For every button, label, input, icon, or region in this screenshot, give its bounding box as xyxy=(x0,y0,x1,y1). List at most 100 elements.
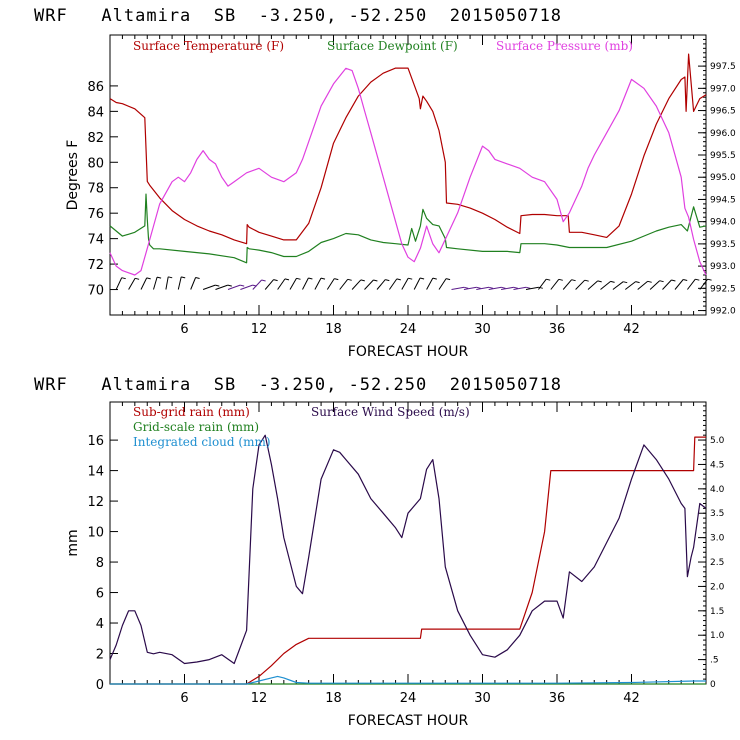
top-panel: WRF Altamira SB -3.250, -52.250 20150507… xyxy=(34,6,736,360)
wind-barb-flag xyxy=(320,277,326,280)
wind-barb xyxy=(637,280,649,290)
top-x-tick-label: 42 xyxy=(623,322,640,337)
legend-surface-pressure: Surface Pressure (mb) xyxy=(496,39,633,53)
wind-barb-flag xyxy=(464,286,469,289)
wind-barb-flag xyxy=(419,277,425,280)
bottom-x-tick-label: 6 xyxy=(180,691,188,706)
wind-barb-flag xyxy=(360,279,365,282)
wind-barb-flag xyxy=(168,276,173,279)
wind-barb-flag xyxy=(584,279,589,282)
top-y-tick-label: 80 xyxy=(87,156,104,171)
wind-barb xyxy=(426,277,434,290)
wind-barb xyxy=(326,278,335,290)
bottom-x-tick-label: 42 xyxy=(623,691,640,706)
wind-barb-flag xyxy=(526,286,531,289)
wind-barb-flag xyxy=(296,277,301,280)
bottom-series-sub-grid-rain xyxy=(110,436,706,685)
bottom-y-tick-label: 0 xyxy=(96,678,104,693)
wind-barb xyxy=(128,278,136,290)
wind-barb xyxy=(177,276,182,290)
wind-barb-flag xyxy=(558,278,563,281)
wind-barb-flag xyxy=(610,280,615,283)
top-y-tick-label: 76 xyxy=(87,207,104,222)
wind-barb xyxy=(687,278,696,290)
bottom-y2-tick-label: 5.0 xyxy=(710,436,725,446)
wind-barb-flag xyxy=(308,277,313,280)
bottom-x-tick-label: 12 xyxy=(251,691,268,706)
top-x-tick-label: 24 xyxy=(400,322,417,337)
wind-barb-flag xyxy=(284,278,290,281)
top-legend: Surface Temperature (F) Surface Dewpoint… xyxy=(133,39,633,53)
wind-barb xyxy=(401,277,409,290)
wind-barb xyxy=(476,286,490,290)
wind-barb xyxy=(165,276,169,290)
top-x-tick-label: 36 xyxy=(549,322,566,337)
bottom-y2-tick-label: 4.5 xyxy=(710,460,724,470)
wind-barb-flag xyxy=(215,284,220,287)
bottom-x-tick-label: 18 xyxy=(325,691,342,706)
wind-barb xyxy=(624,281,636,290)
wind-barb-flag xyxy=(623,281,628,284)
top-chart-title: WRF Altamira SB -3.250, -52.250 20150507… xyxy=(34,6,562,26)
top-y-tick-label: 78 xyxy=(87,182,104,197)
wind-barb-flag xyxy=(334,278,339,281)
wind-barb-flag xyxy=(488,286,494,289)
wind-barb xyxy=(501,286,514,290)
legend-surface-temperature: Surface Temperature (F) xyxy=(133,39,284,53)
top-series-lines xyxy=(109,53,707,276)
top-y2-tick-label: 995.0 xyxy=(710,173,736,183)
top-axis-ticks: 6 12 18 24 30 36 42 70 72 74 76 78 80 82 84 86 992.0 992.… xyxy=(87,35,736,337)
wind-barb xyxy=(240,284,253,290)
bottom-y2-tick-label: .5 xyxy=(710,656,719,666)
bottom-y2-tick-label: 4.0 xyxy=(710,485,725,495)
wind-barb xyxy=(388,278,398,290)
wind-barb-flag xyxy=(432,277,437,280)
wind-barb-flag xyxy=(181,276,186,279)
wind-barb-flag xyxy=(571,279,576,282)
bottom-y-tick-label: 6 xyxy=(96,587,104,602)
top-y2-tick-label: 995.5 xyxy=(710,151,736,161)
wind-barb xyxy=(153,276,158,290)
legend-surface-wind-speed: Surface Wind Speed (m/s) xyxy=(311,405,470,419)
wind-barb-flag xyxy=(261,279,266,282)
wind-barb xyxy=(612,281,624,290)
legend-integrated-cloud: Integrated cloud (mm) xyxy=(133,435,271,449)
wind-barb-flag xyxy=(695,278,700,281)
wind-barb xyxy=(562,279,572,290)
top-x-tick-label: 30 xyxy=(474,322,491,337)
wind-barb-flag xyxy=(385,279,390,282)
wind-barb xyxy=(140,277,148,290)
wind-barb-flag xyxy=(134,277,140,280)
legend-subgrid-rain: Sub-grid rain (mm) xyxy=(133,405,250,419)
wind-barb xyxy=(376,279,386,290)
bottom-y2-tick-label: 1.0 xyxy=(710,631,725,641)
top-y-tick-label: 84 xyxy=(87,105,104,120)
top-y-axis-label: Degrees F xyxy=(65,140,81,211)
top-y2-tick-label: 993.5 xyxy=(710,240,736,250)
wind-barb xyxy=(252,279,262,290)
wind-barb-flag xyxy=(476,286,481,289)
bottom-y-axis-label: mm xyxy=(65,529,81,556)
wind-barb-flag xyxy=(546,278,551,281)
wind-barb-flag xyxy=(195,277,200,279)
wind-barb-flag xyxy=(156,276,162,279)
wind-barb xyxy=(115,277,123,290)
wind-barb-flag xyxy=(501,286,506,289)
top-y2-tick-label: 996.0 xyxy=(710,129,736,139)
bottom-y2-tick-label: 0 xyxy=(710,680,716,690)
bottom-axis-ticks: 6 12 18 24 30 36 4202468101214160.51.01.52.02.… xyxy=(87,402,725,706)
top-series-surface-temperature xyxy=(109,53,707,245)
wind-barb-flag xyxy=(146,277,151,280)
wind-barb xyxy=(699,278,708,290)
wind-barb-flag xyxy=(659,280,664,283)
bottom-legend: Sub-grid rain (mm) Grid-scale rain (mm) … xyxy=(133,405,470,449)
bottom-y-tick-label: 16 xyxy=(87,434,104,449)
wind-barb xyxy=(600,281,611,290)
wind-barb xyxy=(451,286,465,290)
wind-barb xyxy=(314,277,322,290)
wind-barb xyxy=(662,279,672,290)
wind-barb xyxy=(227,284,241,290)
top-y2-tick-label: 997.5 xyxy=(710,62,736,72)
wind-barb xyxy=(413,277,421,290)
